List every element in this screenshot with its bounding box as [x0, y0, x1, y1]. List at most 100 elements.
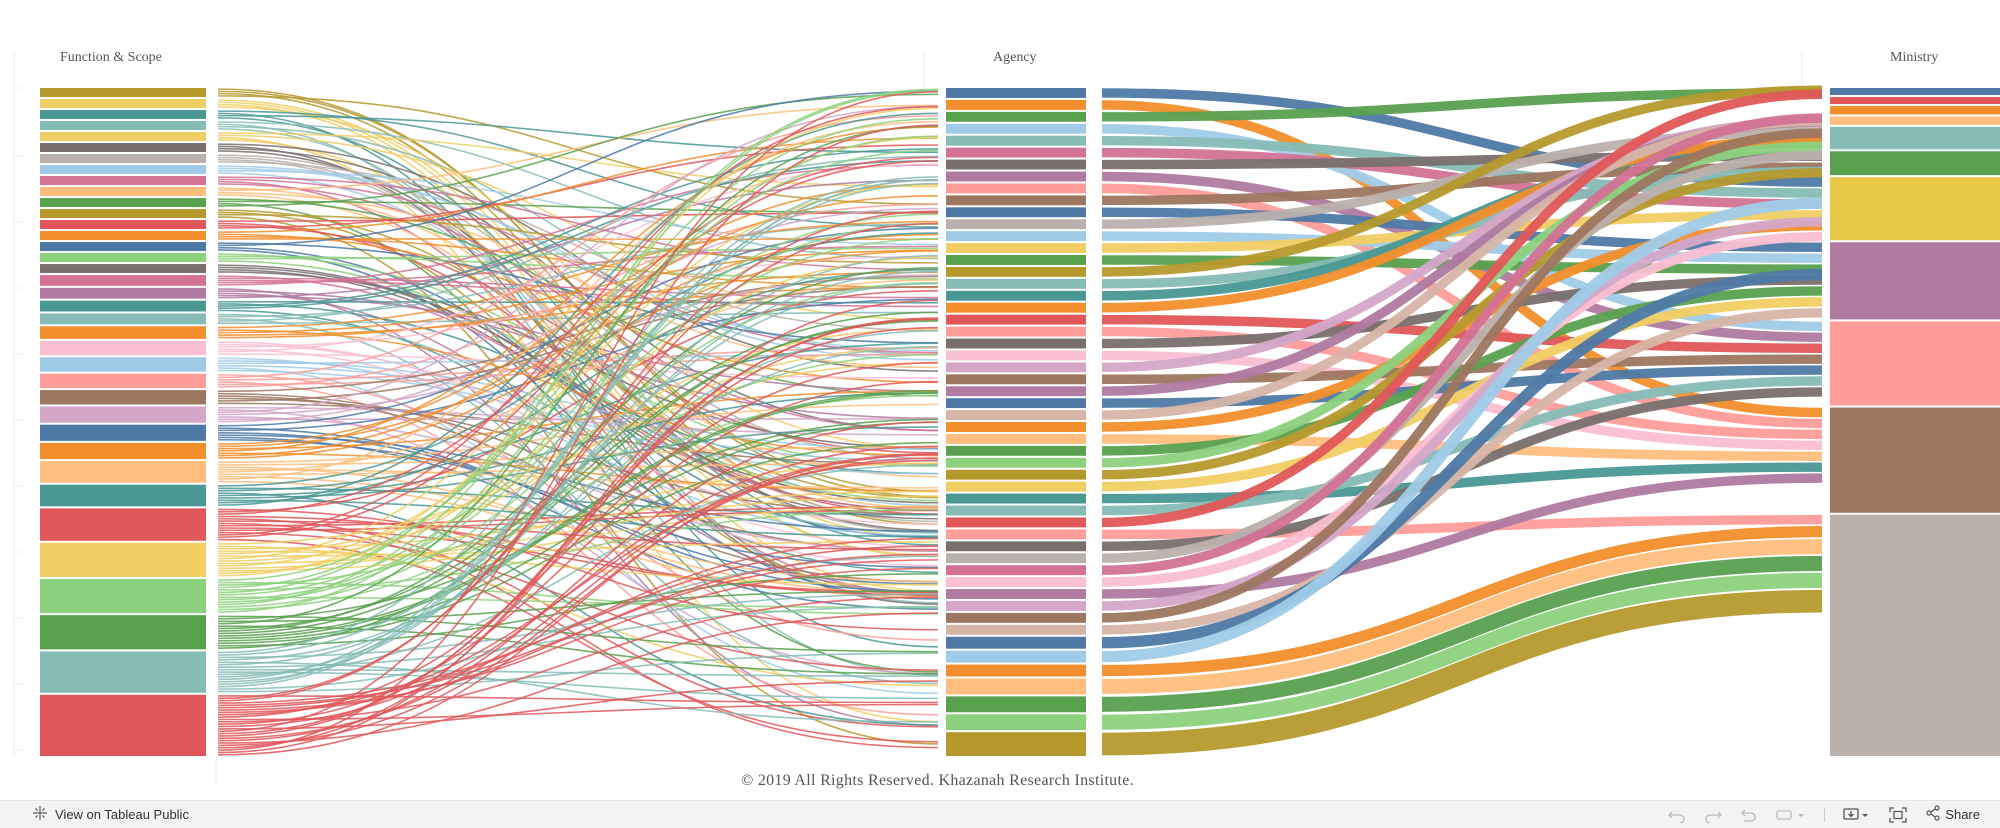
function-scope-bar-segment[interactable]: [40, 301, 206, 312]
function-scope-bar-segment[interactable]: [40, 176, 206, 185]
function-scope-bar-segment[interactable]: [40, 132, 206, 141]
agency-bar-segment[interactable]: [946, 482, 1086, 492]
function-scope-bar-segment[interactable]: [40, 485, 206, 507]
pause-updates-icon[interactable]: [1776, 807, 1806, 823]
agency-bar-segment[interactable]: [946, 350, 1086, 360]
agency-bar-segment[interactable]: [946, 183, 1086, 193]
agency-bar-segment[interactable]: [946, 613, 1086, 623]
function-scope-bar-segment[interactable]: [40, 390, 206, 404]
function-scope-bar-segment[interactable]: [40, 313, 206, 324]
function-scope-bar-segment[interactable]: [40, 88, 206, 97]
redo-icon[interactable]: [1704, 807, 1722, 823]
function-scope-bar-segment[interactable]: [40, 326, 206, 339]
function-scope-bar-segment[interactable]: [40, 425, 206, 441]
agency-bar-segment[interactable]: [946, 315, 1086, 325]
agency-bar-segment[interactable]: [946, 243, 1086, 253]
agency-bar-segment[interactable]: [946, 160, 1086, 170]
function-scope-bar-segment[interactable]: [40, 275, 206, 286]
revert-icon[interactable]: [1740, 807, 1758, 823]
agency-bar-segment[interactable]: [946, 398, 1086, 408]
agency-bar-segment[interactable]: [946, 303, 1086, 313]
agency-bar-segment[interactable]: [946, 410, 1086, 420]
agency-bar-segment[interactable]: [946, 422, 1086, 432]
function-scope-bar-segment[interactable]: [40, 110, 206, 119]
function-scope-bar-segment[interactable]: [40, 121, 206, 130]
agency-bar-segment[interactable]: [946, 124, 1086, 134]
ministry-bar-segment[interactable]: [1830, 321, 2000, 405]
agency-bar-segment[interactable]: [946, 172, 1086, 182]
agency-bar-segment[interactable]: [946, 601, 1086, 611]
agency-bar-segment[interactable]: [946, 679, 1086, 695]
agency-bar-segment[interactable]: [946, 665, 1086, 677]
agency-bar-segment[interactable]: [946, 434, 1086, 444]
agency-bar-segment[interactable]: [946, 553, 1086, 563]
function-scope-bar-segment[interactable]: [40, 99, 206, 108]
agency-bar-segment[interactable]: [946, 458, 1086, 468]
undo-icon[interactable]: [1668, 807, 1686, 823]
function-scope-bar-segment[interactable]: [40, 288, 206, 299]
agency-bar-segment[interactable]: [946, 207, 1086, 217]
function-scope-bar-segment[interactable]: [40, 209, 206, 218]
function-scope-bar-segment[interactable]: [40, 443, 206, 459]
agency-bar-segment[interactable]: [946, 589, 1086, 599]
function-scope-bar-segment[interactable]: [40, 357, 206, 371]
function-scope-bar-segment[interactable]: [40, 508, 206, 540]
agency-bar-segment[interactable]: [946, 362, 1086, 372]
agency-bar-segment[interactable]: [946, 696, 1086, 712]
sankey-svg[interactable]: [0, 0, 2000, 800]
agency-bar-segment[interactable]: [946, 267, 1086, 277]
function-scope-bar-segment[interactable]: [40, 341, 206, 355]
function-scope-bar-segment[interactable]: [40, 143, 206, 152]
agency-bar-segment[interactable]: [946, 219, 1086, 229]
agency-bar-segment[interactable]: [946, 565, 1086, 575]
ministry-bar-segment[interactable]: [1830, 242, 2000, 319]
function-scope-bar-segment[interactable]: [40, 461, 206, 483]
function-scope-bar-segment[interactable]: [40, 198, 206, 207]
agency-bar-segment[interactable]: [946, 291, 1086, 301]
function-scope-bar-segment[interactable]: [40, 406, 206, 422]
agency-bar-segment[interactable]: [946, 386, 1086, 396]
agency-bar-segment[interactable]: [946, 517, 1086, 527]
share-button[interactable]: Share: [1925, 805, 1980, 824]
agency-bar-segment[interactable]: [946, 714, 1086, 730]
agency-bar-segment[interactable]: [946, 100, 1086, 110]
agency-bar-segment[interactable]: [946, 637, 1086, 649]
function-scope-bar-segment[interactable]: [40, 374, 206, 388]
function-scope-bar-segment[interactable]: [40, 543, 206, 577]
agency-bar-segment[interactable]: [946, 112, 1086, 122]
ministry-bar-segment[interactable]: [1830, 97, 2000, 104]
fullscreen-icon[interactable]: [1889, 807, 1907, 823]
agency-bar-segment[interactable]: [946, 279, 1086, 289]
ministry-bar-segment[interactable]: [1830, 177, 2000, 240]
agency-bar-segment[interactable]: [946, 506, 1086, 516]
ministry-bar-segment[interactable]: [1830, 88, 2000, 95]
sankey-visualization[interactable]: Function & Scope Agency Ministry © 2019 …: [0, 0, 2000, 800]
function-scope-bar-segment[interactable]: [40, 253, 206, 262]
agency-bar-segment[interactable]: [946, 136, 1086, 146]
function-scope-bar-segment[interactable]: [40, 165, 206, 174]
agency-bar-segment[interactable]: [946, 494, 1086, 504]
flow-link[interactable]: [218, 94, 938, 206]
function-scope-bar-segment[interactable]: [40, 242, 206, 251]
ministry-bar-segment[interactable]: [1830, 515, 2000, 756]
function-scope-bar-segment[interactable]: [40, 264, 206, 273]
download-icon[interactable]: [1843, 807, 1871, 823]
agency-bar-segment[interactable]: [946, 577, 1086, 587]
agency-bar-segment[interactable]: [946, 231, 1086, 241]
function-scope-bar-segment[interactable]: [40, 615, 206, 649]
flows-function-to-agency[interactable]: [218, 89, 938, 755]
ministry-bar-segment[interactable]: [1830, 116, 2000, 124]
ministry-bar-segment[interactable]: [1830, 408, 2000, 513]
agency-bar-segment[interactable]: [946, 374, 1086, 384]
ministry-bar-segment[interactable]: [1830, 151, 2000, 175]
agency-bar-segment[interactable]: [946, 732, 1086, 756]
ministry-bar-segment[interactable]: [1830, 127, 2000, 149]
agency-bar-segment[interactable]: [946, 88, 1086, 98]
agency-bar-segment[interactable]: [946, 148, 1086, 158]
agency-bar-segment[interactable]: [946, 651, 1086, 663]
agency-bar-segment[interactable]: [946, 327, 1086, 337]
agency-bar-segment[interactable]: [946, 195, 1086, 205]
agency-bar-segment[interactable]: [946, 255, 1086, 265]
function-scope-bar-segment[interactable]: [40, 231, 206, 240]
agency-bar-segment[interactable]: [946, 470, 1086, 480]
